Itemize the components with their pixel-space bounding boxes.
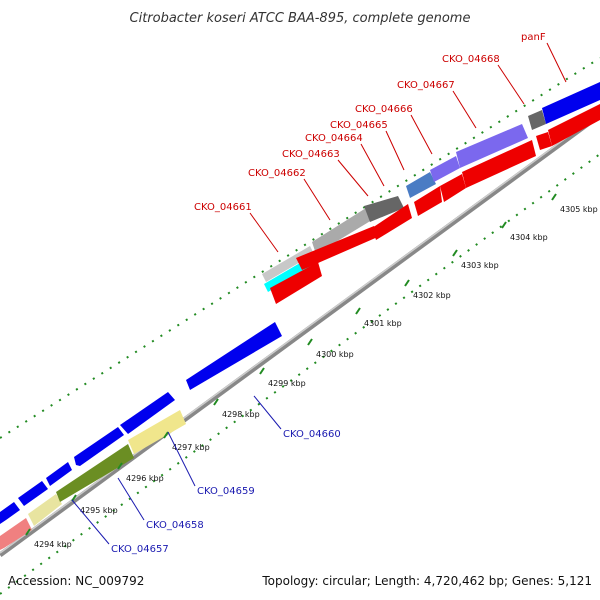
scale-tick-label: 4301 kbp [364,319,402,328]
label-leader-line [71,499,110,545]
scale-tick-label: 4294 kbp [34,540,72,549]
gene-block[interactable] [542,82,600,124]
label-leader-line [303,178,331,221]
gene-block[interactable] [528,110,546,130]
inner-guide-line [0,153,600,595]
gene-label[interactable]: CKO_04666 [355,104,413,115]
gene-block[interactable] [0,502,20,524]
label-leader-line [497,64,525,105]
scale-tick-mark [259,367,265,375]
track-guide-lines [0,57,600,595]
scale-tick-mark [551,193,557,201]
scale-tick-label: 4299 kbp [268,379,306,388]
label-leader-line [546,42,567,83]
label-leader-line [167,431,196,487]
gene-label[interactable]: CKO_04663 [282,149,340,160]
gene-label[interactable]: CKO_04664 [305,133,363,144]
gene-label[interactable]: CKO_04668 [442,54,500,65]
label-leader-line [117,477,145,521]
scale-tick-mark [25,528,31,536]
gene-block[interactable] [128,410,186,454]
scale-tick-mark [452,249,458,257]
forward-strand-genes [0,82,600,524]
gene-block[interactable] [46,462,72,486]
gene-block[interactable] [462,140,536,188]
gene-block[interactable] [56,444,134,502]
gene-label[interactable]: CKO_04660 [283,429,341,440]
gene-block[interactable] [186,322,282,390]
gene-block[interactable] [456,124,528,168]
gene-block[interactable] [430,156,460,182]
scale-tick-label: 4297 kbp [172,443,210,452]
gene-label[interactable]: CKO_04657 [111,544,169,555]
gene-labels: CKO_04657 CKO_04658 CKO_04659 CKO_04660 CKO_… [71,32,567,555]
scale-tick-label: 4295 kbp [80,506,118,515]
gene-label[interactable]: CKO_04661 [194,202,252,213]
gene-block[interactable] [364,196,404,222]
scale-tick-label: 4303 kbp [461,261,499,270]
label-leader-line [249,212,279,253]
gene-block[interactable] [18,481,48,506]
scale-tick-label: 4296 kbp [126,474,164,483]
gene-label[interactable]: CKO_04665 [330,120,388,131]
label-leader-line [360,143,385,187]
gene-block[interactable] [372,204,412,240]
gene-block[interactable] [262,246,314,282]
gene-block[interactable] [414,186,442,216]
label-leader-line [410,114,433,155]
outer-guide-line [0,57,600,439]
gene-label[interactable]: CKO_04662 [248,168,306,179]
gene-block[interactable] [120,392,175,434]
gene-block[interactable] [0,518,32,550]
scale-ticks: 4294 kbp 4295 kbp 4296 kbp 4297 kbp 4298 kbp… [25,193,598,549]
scale-tick-mark [213,398,219,406]
scale-tick-mark [163,431,169,439]
gene-block[interactable] [296,226,380,270]
gene-block[interactable] [28,494,62,526]
label-leader-line [253,395,282,430]
backbone-line [0,112,600,558]
gene-label[interactable]: CKO_04667 [397,80,455,91]
scale-tick-label: 4298 kbp [222,410,260,419]
gene-block[interactable] [536,132,552,150]
scale-tick-mark [355,307,361,315]
scale-tick-mark [71,494,77,502]
scale-tick-mark [404,279,410,287]
accession-text: Accession: NC_009792 [8,574,144,588]
gene-block[interactable] [270,262,322,304]
topology-text: Topology: circular; Length: 4,720,462 bp… [261,574,592,588]
gene-label[interactable]: CKO_04658 [146,520,204,531]
gene-block[interactable] [312,208,372,254]
gene-block[interactable] [74,427,124,466]
scale-tick-label: 4304 kbp [510,233,548,242]
label-leader-line [337,159,369,197]
gene-block[interactable] [548,104,600,146]
gene-block[interactable] [440,174,466,202]
gene-label[interactable]: panF [521,32,546,43]
scale-tick-mark [117,462,123,470]
backbone [0,112,600,558]
label-leader-line [452,90,477,129]
backbone-highlight [0,112,600,554]
gene-label[interactable]: CKO_04659 [197,486,255,497]
scale-tick-label: 4305 kbp [560,205,598,214]
reverse-strand-genes [0,104,600,550]
scale-tick-label: 4300 kbp [316,350,354,359]
gene-block[interactable] [406,172,436,198]
scale-tick-mark [501,221,507,229]
label-leader-line [385,130,405,171]
map-title: Citrobacter koseri ATCC BAA-895, complet… [130,11,471,26]
scale-tick-label: 4302 kbp [413,291,451,300]
scale-tick-mark [307,338,313,346]
